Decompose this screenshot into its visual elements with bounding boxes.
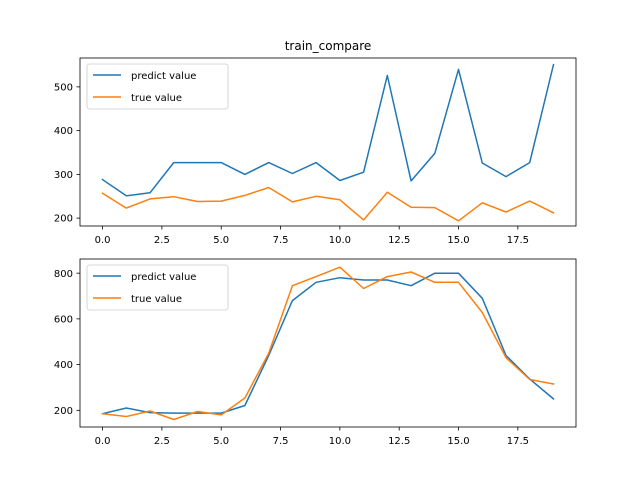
y-tick-label: 200 [54, 214, 73, 225]
legend-label: predict value [131, 71, 196, 82]
y-tick-label: 300 [54, 170, 73, 181]
x-tick-label: 2.5 [154, 235, 170, 246]
chart-title: train_compare [285, 39, 372, 53]
x-tick-label: 10.0 [329, 235, 351, 246]
y-tick-label: 600 [54, 314, 73, 325]
axes-frame [79, 57, 577, 227]
x-tick-label: 0.0 [95, 436, 111, 447]
x-tick-label: 5.0 [213, 235, 229, 246]
x-tick-label: 17.5 [507, 436, 529, 447]
x-tick-label: 0.0 [95, 235, 111, 246]
x-tick-label: 15.0 [447, 235, 469, 246]
y-tick-label: 200 [54, 406, 73, 417]
x-tick-label: 5.0 [213, 436, 229, 447]
legend-label: predict value [131, 272, 196, 283]
x-tick-label: 2.5 [154, 436, 170, 447]
legend-box [86, 264, 229, 311]
x-tick-label: 7.5 [273, 436, 289, 447]
legend-label: true value [131, 294, 182, 305]
y-tick-label: 400 [54, 126, 73, 137]
top-chart: train_compare 0.0 2.5 5.0 7.5 10.0 12.5 15.0 17.… [54, 39, 577, 246]
x-tick-label: 7.5 [273, 235, 289, 246]
x-tick-label: 17.5 [507, 235, 529, 246]
x-tick-label: 10.0 [329, 436, 351, 447]
series-line-predict-value [101, 272, 555, 415]
legend-box [86, 63, 229, 110]
series-line-predict-value [101, 63, 555, 197]
x-tick-label: 15.0 [447, 436, 469, 447]
y-tick-label: 800 [54, 269, 73, 280]
x-tick-label: 12.5 [388, 436, 410, 447]
bottom-chart: 0.0 2.5 5.0 7.5 10.0 12.5 15.0 17.5 200 400 600 800… [54, 258, 577, 447]
y-tick-label: 500 [54, 82, 73, 93]
legend-label: true value [131, 93, 182, 104]
axes-frame [79, 258, 577, 428]
x-tick-label: 12.5 [388, 235, 410, 246]
series-line-true-value [101, 186, 555, 222]
series-line-true-value [101, 266, 555, 421]
y-tick-label: 400 [54, 360, 73, 371]
